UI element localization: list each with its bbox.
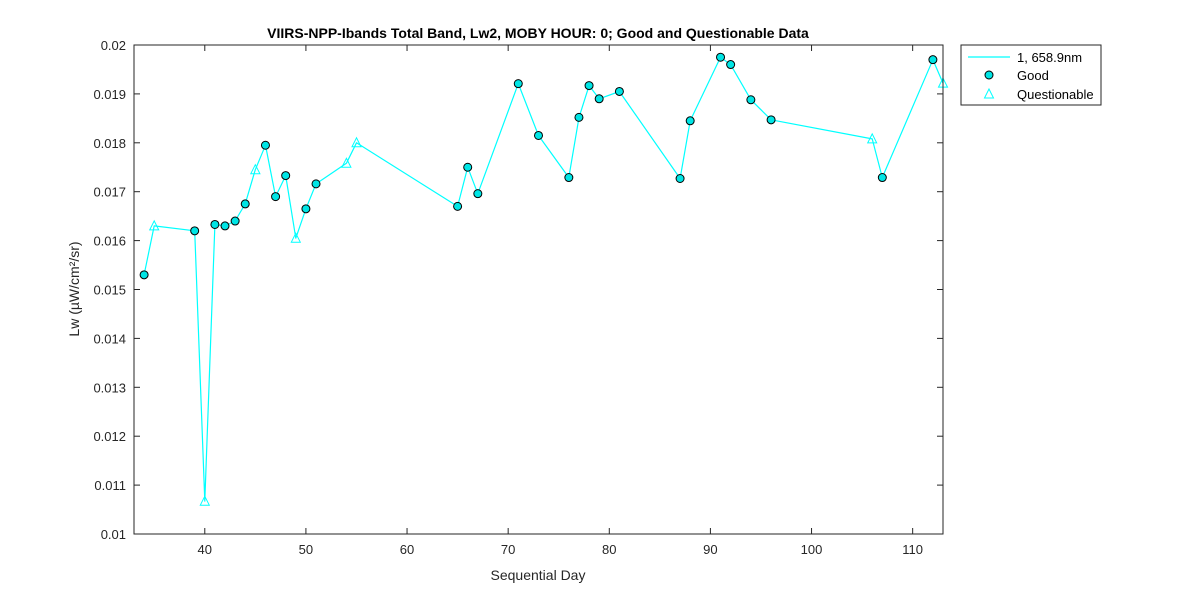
x-axis-ticks: 40 50 60 70 80 90 100 110 [198, 45, 923, 557]
y-tick-label: 0.02 [101, 38, 126, 53]
good-data-point [271, 192, 281, 202]
good-data-point [301, 204, 311, 214]
y-tick-label: 0.01 [101, 527, 126, 542]
y-tick-label: 0.016 [93, 234, 126, 249]
series-layer [139, 52, 949, 506]
good-data-point [574, 112, 584, 122]
questionable-data-point [866, 132, 878, 144]
y-tick-label: 0.017 [93, 185, 126, 200]
good-data-point [260, 140, 270, 150]
plot-area-frame [133, 44, 944, 535]
good-data-point [614, 86, 624, 96]
legend-label-good: Good [1017, 68, 1049, 83]
good-data-point [746, 95, 756, 105]
y-tick-label: 0.011 [94, 478, 126, 493]
good-data-point [716, 52, 726, 62]
questionable-data-point [148, 219, 160, 231]
good-data-point [139, 270, 149, 280]
y-tick-label: 0.012 [93, 429, 126, 444]
good-data-point [220, 221, 230, 231]
good-data-point [210, 219, 220, 229]
y-tick-label: 0.015 [93, 283, 126, 298]
legend-box [960, 44, 1102, 106]
x-tick-label: 80 [602, 542, 616, 557]
y-tick-label: 0.019 [93, 87, 126, 102]
good-data-point [463, 162, 473, 172]
x-tick-label: 70 [501, 542, 515, 557]
x-tick-label: 60 [400, 542, 414, 557]
questionable-data-point [341, 157, 352, 168]
good-data-point [685, 116, 695, 126]
x-tick-label: 40 [198, 542, 212, 557]
x-axis-title: Sequential Day [491, 567, 586, 583]
good-data-point [564, 173, 574, 183]
good-data-point [453, 201, 463, 211]
questionable-data-point [199, 495, 211, 506]
good-data-point [594, 94, 604, 104]
good-data-point [230, 216, 240, 226]
good-data-point [311, 179, 321, 189]
good-data-point [190, 226, 200, 236]
legend-label-line: 1, 658.9nm [1017, 50, 1082, 65]
good-data-point [584, 81, 594, 91]
good-data-point [281, 171, 291, 181]
good-data-point [928, 55, 938, 65]
y-tick-label: 0.013 [93, 380, 126, 395]
good-data-point [766, 115, 776, 125]
good-data-point [675, 173, 685, 183]
good-data-point [534, 130, 543, 140]
questionable-data-point [351, 136, 362, 148]
questionable-data-point [290, 232, 302, 243]
good-data-point [877, 173, 887, 183]
chart-title: VIIRS-NPP-Ibands Total Band, Lw2, MOBY H… [267, 25, 809, 41]
x-tick-label: 90 [703, 542, 717, 557]
y-tick-label: 0.014 [93, 331, 126, 346]
good-data-point [473, 189, 483, 199]
x-tick-label: 50 [299, 542, 313, 557]
good-data-point [240, 199, 250, 209]
legend-circle-swatch [984, 70, 994, 80]
y-tick-label: 0.018 [93, 136, 126, 151]
x-tick-label: 100 [801, 542, 823, 557]
legend-triangle-swatch [983, 87, 995, 99]
y-axis-ticks: 0.01 0.011 0.012 0.013 0.014 0.015 0.016 0.017 0… [93, 38, 943, 542]
legend-label-questionable: Questionable [1017, 87, 1094, 102]
questionable-data-point [249, 163, 261, 175]
good-data-point [513, 79, 523, 89]
y-axis-title: Lw (µW/cm²/sr) [66, 241, 82, 336]
good-data-point [726, 60, 736, 70]
plot-area-background [134, 45, 943, 534]
x-tick-label: 110 [902, 542, 923, 557]
legend: 1, 658.9nm Good Questionable [960, 44, 1102, 106]
